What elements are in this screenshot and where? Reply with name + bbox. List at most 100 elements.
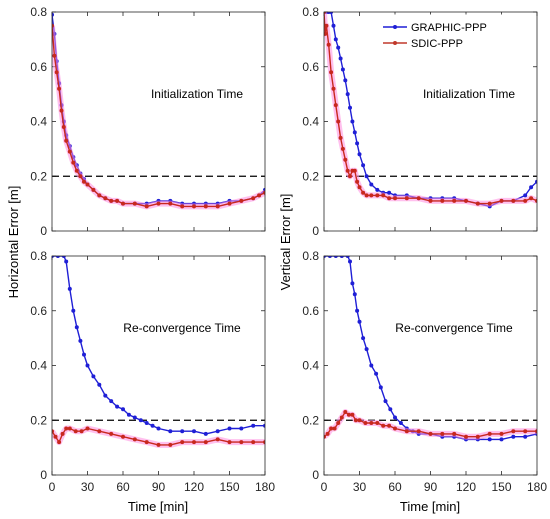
data-point [329,426,334,431]
data-point [239,198,244,203]
x-tick-label: 30 [81,480,95,494]
data-point [535,179,537,184]
data-point [82,179,86,184]
data-point [357,319,362,324]
data-point [74,325,79,330]
data-point [103,196,108,201]
data-point [393,415,397,420]
data-point [64,259,69,264]
data-point [352,292,357,297]
data-point [203,204,208,209]
data-point [338,135,343,140]
data-point [54,70,59,75]
y-axis-label-vertical: Vertical Error [m] [278,194,293,291]
data-point [324,31,328,36]
data-point [150,423,155,428]
data-point [203,431,208,436]
data-point [97,382,102,387]
data-point [374,371,379,376]
data-point [168,442,173,447]
data-point [61,256,66,258]
data-point [52,256,54,258]
data-point [329,70,334,75]
data-point [192,440,196,445]
data-point [340,67,345,72]
data-point [331,86,336,91]
data-point [326,42,331,47]
data-point [350,119,355,124]
data-point [239,440,244,445]
data-point [57,440,62,445]
series-sdic-ppp [52,23,265,210]
data-point [55,256,60,258]
data-point [109,198,114,203]
data-point [121,201,125,206]
data-point [369,421,374,425]
data-point [52,53,57,58]
data-point [332,426,337,431]
data-point [144,204,149,209]
data-point [71,160,76,165]
data-point [535,198,537,203]
data-point [343,157,348,162]
data-point [464,198,468,203]
panel-vertical-initialization: 0 0.2 0.4 0.6 0.8 Initialization Time GRAPHIC-… [302,5,538,238]
y-tick-label: 0.8 [30,5,47,19]
data-point [387,423,392,428]
axes-frame [323,11,538,232]
series-line [52,14,265,205]
data-point [91,374,96,379]
data-point [487,437,492,442]
data-point [325,431,330,436]
data-point [336,119,341,124]
y-tick-label: 0 [40,468,47,482]
data-point [227,201,232,206]
data-point [85,363,90,368]
y-tick-label: 0.6 [302,60,319,74]
data-point [61,125,66,129]
data-point [333,37,338,42]
legend-marker [393,41,397,45]
data-point [428,431,433,436]
x-tick-label: 150 [491,480,511,494]
data-point [339,415,344,420]
data-point [381,423,386,428]
data-point [257,193,262,198]
data-point [331,23,336,28]
data-point [67,149,72,154]
data-point [79,429,84,434]
data-point [132,437,137,442]
data-point [251,196,256,201]
data-point [333,103,338,108]
data-point [348,105,352,110]
y-tick-label: 0.6 [302,304,319,318]
data-point [82,352,86,357]
panel-vertical-reconvergence: 0 0.2 0.4 0.6 0.8 0 30 60 90 120 150 180 Re-converge… [302,249,547,494]
panel-annotation: Initialization Time [423,87,515,101]
data-point [350,281,355,286]
data-point [357,152,362,157]
panel-annotation: Re-convergence Time [123,321,241,335]
x-axis-label-left: Time [min] [128,499,188,514]
data-point [352,168,357,173]
data-point [156,201,161,206]
data-point [340,146,345,151]
data-point [475,434,480,439]
data-point [132,201,137,206]
x-tick-label: 180 [255,480,275,494]
data-point [355,179,360,184]
data-point [324,23,329,28]
data-point [361,190,366,195]
data-point [357,418,362,423]
panel-annotation: Re-convergence Time [395,321,513,335]
data-point [91,187,96,192]
legend-marker [393,25,397,29]
panel-horizontal-initialization: 0 0.2 0.4 0.6 0.8 Initialization Time [30,5,266,238]
legend-label: SDIC-PPP [411,38,463,50]
data-point [452,198,457,203]
data-point [375,187,380,192]
data-point [523,429,528,434]
data-point [511,198,516,203]
axes-frame [51,11,266,232]
